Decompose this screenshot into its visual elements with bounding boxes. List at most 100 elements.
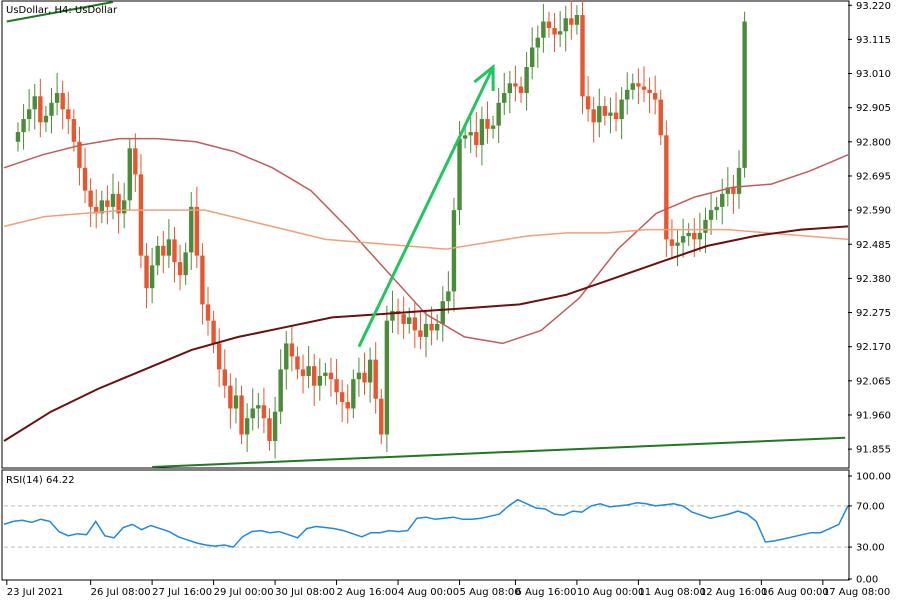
candle-bull bbox=[256, 405, 261, 409]
candle-bull bbox=[619, 99, 624, 120]
candle-bear bbox=[518, 86, 524, 94]
x-tick-label: 11 Aug 08:00 bbox=[638, 587, 705, 598]
candle-bear bbox=[591, 109, 596, 123]
candle-bear bbox=[485, 119, 490, 129]
candle-bull bbox=[451, 210, 457, 292]
candle-bear bbox=[66, 109, 71, 120]
candle-bear bbox=[636, 83, 641, 87]
x-tick-label: 2 Aug 16:00 bbox=[337, 587, 398, 598]
candle-bear bbox=[362, 372, 367, 383]
y-tick-label: 91.855 bbox=[856, 445, 891, 456]
candle-bull bbox=[250, 408, 255, 419]
candle-bull bbox=[736, 167, 742, 194]
candle-bull bbox=[708, 210, 714, 220]
candle-bear bbox=[334, 379, 339, 393]
candle-bear bbox=[312, 366, 317, 386]
candle-bull bbox=[468, 132, 473, 136]
candle-bull bbox=[284, 343, 289, 370]
x-tick-label: 12 Aug 16:00 bbox=[700, 587, 767, 598]
candle-bull bbox=[15, 132, 21, 142]
candle-bear bbox=[228, 385, 233, 409]
y-tick-label: 93.220 bbox=[856, 1, 891, 12]
candle-bull bbox=[32, 96, 37, 110]
candle-bull bbox=[43, 115, 49, 123]
candle-bull bbox=[155, 245, 160, 266]
trend-arrow-shaft bbox=[357, 66, 495, 348]
candle-bull bbox=[597, 106, 602, 123]
trendline-2 bbox=[152, 436, 846, 468]
candle-bear bbox=[513, 83, 518, 87]
candle-bull bbox=[233, 395, 239, 409]
y-tick-label: 92.800 bbox=[856, 137, 891, 148]
candle-bear bbox=[116, 193, 121, 214]
candle-bear bbox=[94, 206, 99, 214]
candle-bull bbox=[490, 125, 496, 129]
candle-bull bbox=[686, 232, 691, 237]
candle-bull bbox=[742, 21, 747, 168]
candle-bear bbox=[345, 401, 350, 409]
moving-average-line-2 bbox=[3, 209, 849, 250]
candle-bull bbox=[99, 200, 105, 214]
candle-bear bbox=[133, 148, 138, 175]
candle-bull bbox=[541, 21, 546, 38]
candle-bull bbox=[630, 83, 636, 90]
candle-bear bbox=[300, 369, 306, 376]
x-tick-label: 17 Aug 08:00 bbox=[823, 587, 890, 598]
candle-bear bbox=[373, 359, 378, 399]
candle-bull bbox=[166, 239, 172, 256]
axis-layer: 93.220 93.115 93.010 92.905 92.800 92.695 92.5… bbox=[6, 1, 891, 598]
candle-bull bbox=[535, 37, 540, 48]
candle-bear bbox=[267, 418, 272, 441]
moving-average-line-1 bbox=[3, 137, 849, 345]
y-tick-label: 92.695 bbox=[856, 171, 891, 182]
candle-bear bbox=[194, 206, 200, 256]
candle-bear bbox=[664, 135, 669, 240]
candle-bull bbox=[306, 366, 311, 376]
candle-bull bbox=[675, 242, 680, 246]
candle-bear bbox=[569, 18, 574, 25]
candle-bull bbox=[507, 83, 513, 94]
candle-bear bbox=[239, 395, 244, 435]
candle-bull bbox=[407, 317, 412, 324]
candle-bear bbox=[71, 119, 77, 142]
candle-bear bbox=[88, 190, 93, 207]
candle-bear bbox=[205, 304, 211, 321]
candle-bull bbox=[317, 375, 323, 386]
candle-bull bbox=[446, 291, 451, 302]
candle-bull bbox=[496, 102, 501, 126]
candle-bull bbox=[720, 193, 725, 207]
y-tick-label: 92.590 bbox=[856, 206, 891, 217]
candle-bull bbox=[351, 379, 356, 409]
candle-bull bbox=[384, 320, 390, 435]
rsi-y-tick-label: 30.00 bbox=[856, 543, 885, 554]
candle-bear bbox=[77, 141, 82, 168]
candle-bear bbox=[222, 369, 227, 386]
candle-bear bbox=[580, 15, 585, 97]
candle-bear bbox=[647, 89, 652, 94]
candle-bull bbox=[680, 236, 686, 243]
candle-bull bbox=[625, 89, 630, 100]
rsi-indicator-title: RSI(14) 64.22 bbox=[6, 475, 75, 486]
candle-bull bbox=[423, 323, 429, 337]
candle-bull bbox=[54, 93, 60, 103]
candle-bear bbox=[731, 187, 736, 194]
candle-bull bbox=[367, 359, 373, 383]
candle-bear bbox=[652, 93, 658, 100]
candle-bull bbox=[697, 232, 703, 240]
candle-bear bbox=[216, 343, 222, 370]
candle-bear bbox=[669, 239, 675, 246]
candle-bull bbox=[244, 418, 250, 435]
candle-bear bbox=[602, 106, 608, 116]
x-tick-label: 30 Jul 08:00 bbox=[275, 587, 335, 598]
rsi-y-tick-label: 100.00 bbox=[856, 472, 891, 483]
candle-bear bbox=[38, 96, 43, 123]
candle-bear bbox=[429, 323, 434, 331]
candle-bear bbox=[585, 96, 591, 110]
candle-bear bbox=[138, 174, 144, 256]
rsi-y-tick-label: 0.00 bbox=[856, 575, 878, 586]
candle-bull bbox=[110, 193, 116, 207]
candle-bull bbox=[127, 148, 132, 201]
candle-bull bbox=[608, 112, 613, 116]
candle-bear bbox=[613, 112, 619, 120]
